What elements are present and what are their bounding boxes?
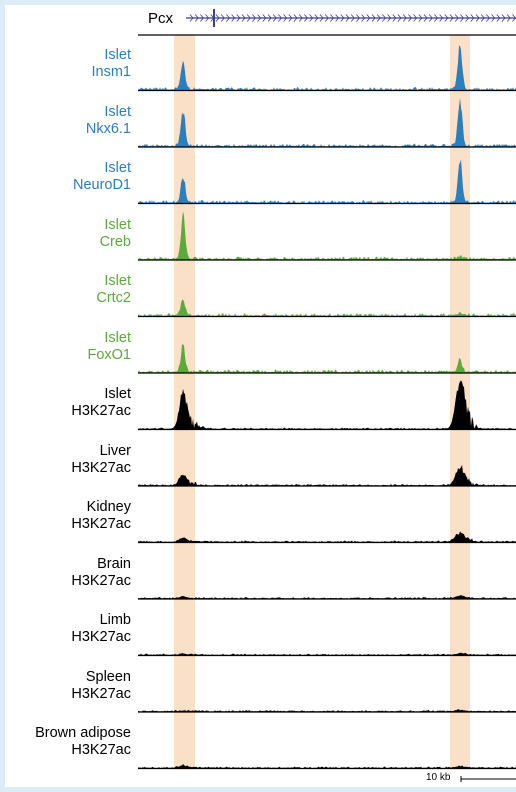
track-label-sample: Limb xyxy=(99,612,131,628)
track-label-sample: Brown adipose xyxy=(35,725,131,741)
track-label-sample: Islet xyxy=(104,160,131,176)
track-label-islet-creb: Islet Creb xyxy=(5,217,131,251)
track-limb-h3k27ac xyxy=(138,652,516,657)
track-label-mark: NeuroD1 xyxy=(72,177,131,193)
gene-name-label: Pcx xyxy=(148,10,174,27)
track-label-mark: Crtc2 xyxy=(96,290,131,306)
scale-bar-label: 10 kb xyxy=(426,772,451,783)
track-label-mark: H3K27ac xyxy=(71,459,131,476)
track-label-sample: Islet xyxy=(104,386,131,402)
track-kidney-h3k27ac xyxy=(138,531,516,544)
track-islet-foxo1 xyxy=(138,343,516,374)
track-label-mark: H3K27ac xyxy=(71,629,131,645)
track-spleen-h3k27ac xyxy=(138,709,516,713)
track-label-kidney-h3k27ac: Kidney H3K27ac xyxy=(5,499,131,533)
signal-spleen-h3k27ac xyxy=(138,709,516,712)
track-label-mark: H3K27ac xyxy=(71,742,131,758)
genome-tracks-canvas xyxy=(138,9,516,782)
signal-limb-h3k27ac xyxy=(138,652,516,655)
track-label-islet-insm1: Islet Insm1 xyxy=(5,47,132,81)
track-label-sample: Islet xyxy=(104,273,131,289)
track-label-mark: H3K27ac xyxy=(71,685,131,702)
pcx-gene-track xyxy=(186,9,516,27)
track-label-sample: Brain xyxy=(97,555,131,572)
track-brain-h3k27ac xyxy=(138,594,516,600)
track-label-mark: H3K27ac xyxy=(71,403,131,419)
track-islet-insm1 xyxy=(138,45,516,92)
track-label-mark: H3K27ac xyxy=(71,516,131,532)
track-label-liver-h3k27ac: Liver H3K27ac xyxy=(5,443,131,477)
track-label-brown-adipose-h3k27ac: Brown adipose H3K27ac xyxy=(5,725,131,759)
track-islet-creb xyxy=(138,211,516,261)
track-label-islet-neurod1: Islet NeuroD1 xyxy=(5,160,131,194)
track-label-sample: Liver xyxy=(99,442,131,459)
scale-bar xyxy=(460,776,516,782)
track-label-sample: Islet xyxy=(104,103,131,120)
track-label-sample: Islet xyxy=(104,216,131,233)
track-label-islet-h3k27ac: Islet H3K27ac xyxy=(5,386,131,420)
track-liver-h3k27ac xyxy=(138,464,516,487)
signal-islet-h3k27ac xyxy=(138,380,516,429)
track-islet-h3k27ac xyxy=(138,380,516,431)
track-islet-nkx61 xyxy=(138,98,516,148)
track-label-islet-crtc2: Islet Crtc2 xyxy=(5,273,131,307)
track-label-sample: Spleen xyxy=(85,668,131,685)
track-islet-neurod1 xyxy=(138,159,516,205)
track-label-islet-nkx61: Islet Nkx6.1 xyxy=(5,104,131,138)
track-label-mark: Insm1 xyxy=(91,64,132,80)
track-label-mark: Creb xyxy=(99,233,131,250)
signal-brain-h3k27ac xyxy=(138,594,516,599)
track-label-limb-h3k27ac: Limb H3K27ac xyxy=(5,612,131,646)
track-label-sample: Kidney xyxy=(86,499,131,515)
track-label-mark: FoxO1 xyxy=(87,346,131,363)
signal-brown-adipose-h3k27ac xyxy=(138,763,516,768)
track-islet-crtc2 xyxy=(138,299,516,318)
track-label-sample: Islet xyxy=(104,47,131,63)
track-label-mark: Nkx6.1 xyxy=(85,120,131,137)
track-label-mark: H3K27ac xyxy=(71,572,131,589)
track-label-islet-foxo1: Islet FoxO1 xyxy=(5,330,131,364)
track-label-spleen-h3k27ac: Spleen H3K27ac xyxy=(5,669,131,703)
track-label-brain-h3k27ac: Brain H3K27ac xyxy=(5,556,131,590)
genome-browser-figure: Pcx Islet Insm1 Islet Nkx6.1 Islet NeuroD1 Isl… xyxy=(5,5,516,787)
track-brown-adipose-h3k27ac xyxy=(138,763,516,770)
track-label-sample: Islet xyxy=(104,329,131,346)
